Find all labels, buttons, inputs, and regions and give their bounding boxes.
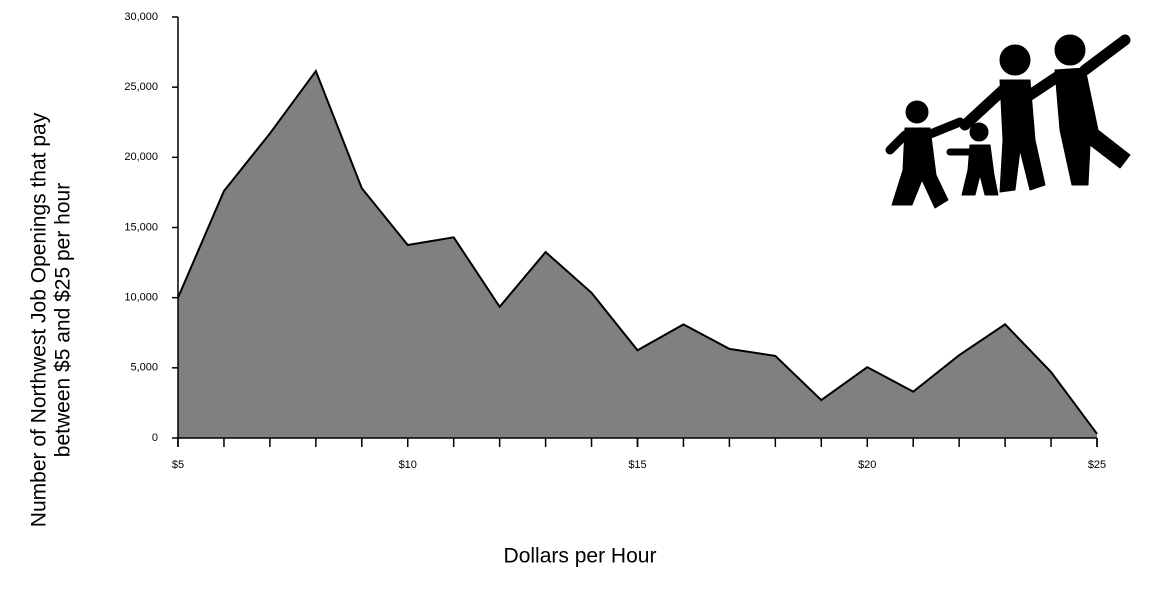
y-tick-label: 0 — [152, 432, 158, 444]
y-axis-title: Number of Northwest Job Openings that pa… — [28, 112, 75, 527]
area — [178, 71, 1097, 439]
x-axis-title: Dollars per Hour — [504, 545, 657, 568]
x-tick-label: $25 — [1088, 459, 1106, 471]
area-line — [177, 68, 1098, 435]
x-tick-label: $15 — [628, 459, 646, 471]
y-tick-label: 20,000 — [124, 151, 158, 163]
y-tick-label: 15,000 — [124, 221, 158, 233]
y-tick-label: 30,000 — [124, 11, 158, 23]
x-tick-label: $10 — [399, 459, 417, 471]
y-tick-label: 10,000 — [124, 292, 158, 304]
y-tick-label: 25,000 — [124, 81, 158, 93]
x-tick-label: $5 — [172, 459, 184, 471]
y-axis-title-line: between $5 and $25 per hour — [52, 183, 75, 457]
family-illustration — [885, 34, 1131, 209]
x-tick-label: $20 — [858, 459, 876, 471]
y-tick-label: 5,000 — [130, 362, 158, 374]
y-axis-title-line: Number of Northwest Job Openings that pa… — [28, 112, 51, 527]
